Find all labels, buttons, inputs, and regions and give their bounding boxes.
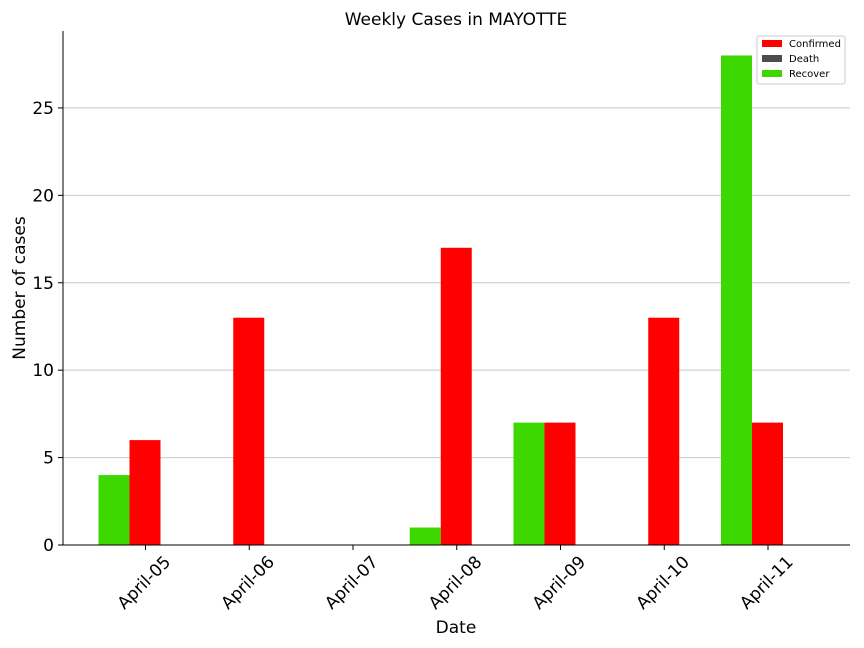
- y-tick-label: 10: [32, 361, 54, 381]
- x-axis-label: Date: [436, 618, 477, 638]
- bar-recover: [721, 55, 752, 545]
- legend-swatch: [762, 55, 782, 62]
- y-tick-label: 20: [32, 186, 54, 206]
- y-tick-label: 0: [43, 536, 54, 556]
- legend-entry: Confirmed: [789, 39, 841, 50]
- legend: Confirmed Death Recover: [756, 35, 846, 85]
- y-tick-label: 15: [32, 274, 54, 294]
- y-tick-label: 5: [43, 449, 54, 469]
- bar-confirmed: [752, 422, 783, 545]
- chart-title: Weekly Cases in MAYOTTE: [345, 10, 568, 30]
- x-tick-label: April-10: [633, 552, 694, 613]
- x-ticks: April-05 April-06 April-07 April-08 April-09…: [114, 545, 798, 614]
- x-tick-label: April-08: [425, 552, 486, 613]
- bars: [98, 55, 783, 545]
- bar-confirmed: [648, 317, 680, 545]
- y-tick-label: 25: [32, 99, 54, 119]
- bar-recover: [409, 527, 441, 545]
- y-axis-label: Number of cases: [10, 216, 30, 360]
- x-tick-label: April-09: [529, 552, 590, 613]
- legend-swatch: [762, 40, 782, 47]
- legend-swatch: [762, 70, 782, 77]
- x-tick-label: April-07: [321, 552, 382, 613]
- bar-recover: [98, 475, 130, 545]
- bar-confirmed: [233, 317, 265, 545]
- y-ticks: 0 5 10 15 20 25: [32, 99, 63, 556]
- bar-recover: [513, 422, 545, 545]
- x-tick-label: April-11: [736, 552, 797, 613]
- x-tick-label: April-06: [218, 552, 279, 613]
- bar-confirmed: [129, 440, 161, 545]
- legend-entry: Recover: [789, 69, 830, 80]
- bar-confirmed: [440, 247, 472, 545]
- x-tick-label: April-05: [114, 552, 175, 613]
- legend-entry: Death: [789, 54, 819, 65]
- bar-confirmed: [544, 422, 576, 545]
